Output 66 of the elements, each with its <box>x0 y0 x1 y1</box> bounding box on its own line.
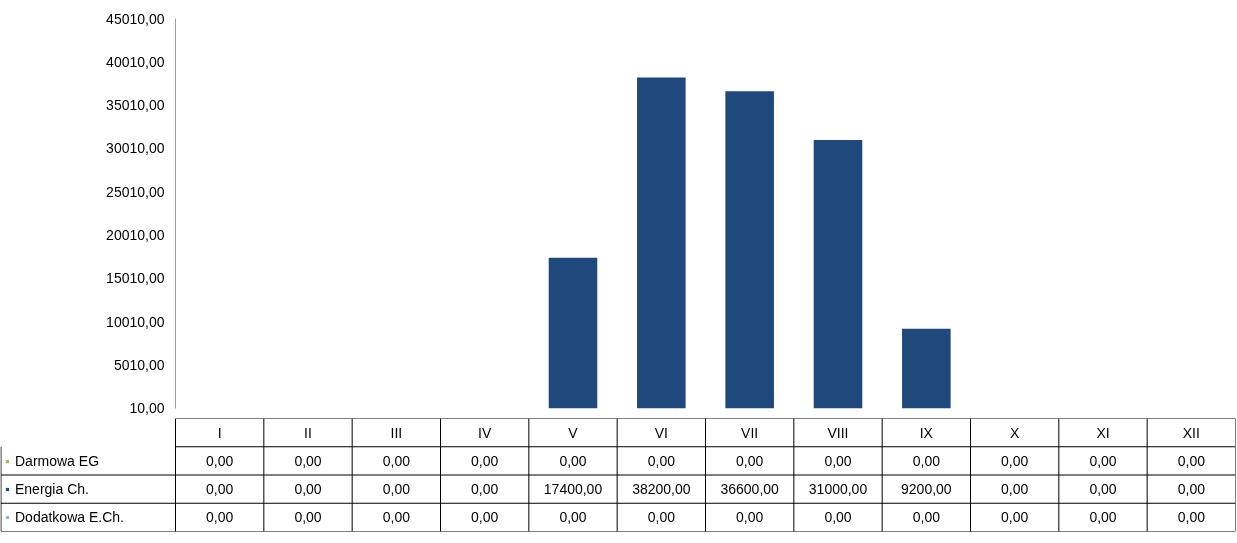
data-label: 38200,00 <box>632 481 691 498</box>
data-label: 0,00 <box>912 509 941 526</box>
data-label: 0,00 <box>647 452 676 469</box>
data-label: 0,00 <box>1177 481 1206 498</box>
data-label: 0,00 <box>824 509 852 526</box>
x-tick-label: IV <box>478 424 492 441</box>
data-label: 0,00 <box>912 452 941 469</box>
data-label: 9200,00 <box>901 481 952 498</box>
y-tick-label: 10010,00 <box>106 313 165 330</box>
y-tick-label: 20010,00 <box>106 227 165 244</box>
data-label: 0,00 <box>647 509 676 526</box>
data-label: 0,00 <box>1089 509 1117 526</box>
y-tick-label: 25010,00 <box>106 183 165 200</box>
x-tick-label: V <box>568 424 579 441</box>
bar <box>813 139 863 409</box>
x-tick-label: IX <box>919 424 934 441</box>
y-tick-label: 45010,00 <box>106 10 165 27</box>
x-tick-label: III <box>390 424 403 441</box>
data-label: 0,00 <box>1089 452 1117 469</box>
data-label: 0,00 <box>471 481 499 498</box>
data-label: 0,00 <box>559 452 587 469</box>
data-label: 0,00 <box>471 452 499 469</box>
data-label: 0,00 <box>294 452 322 469</box>
data-label: 36600,00 <box>720 481 780 498</box>
x-tick-label: VI <box>654 424 668 441</box>
data-label: 0,00 <box>206 452 234 469</box>
y-tick-label: 35010,00 <box>106 97 165 114</box>
data-label: 0,00 <box>1001 481 1029 498</box>
data-label: 0,00 <box>1177 509 1206 526</box>
x-tick-label: VIII <box>827 424 849 441</box>
bar <box>725 91 774 409</box>
x-tick-label: II <box>304 424 312 441</box>
y-tick-label: 30010,00 <box>106 140 165 157</box>
data-label: 0,00 <box>824 452 852 469</box>
data-label: 0,00 <box>206 481 234 498</box>
x-tick-label: VII <box>741 424 759 441</box>
data-label: 0,00 <box>1001 509 1029 526</box>
legend-label: Energia Ch. <box>15 479 89 499</box>
y-tick-label: 40010,00 <box>106 53 165 70</box>
data-label: 0,00 <box>294 509 322 526</box>
x-tick-label: XII <box>1182 424 1200 441</box>
data-label: 0,00 <box>382 452 411 469</box>
data-label: 0,00 <box>294 481 322 498</box>
data-label: 0,00 <box>382 509 411 526</box>
data-label: 0,00 <box>382 481 411 498</box>
data-label: 0,00 <box>471 509 499 526</box>
bar <box>548 257 598 409</box>
data-label: 0,00 <box>1177 452 1206 469</box>
legend-label: Darmowa EG <box>15 451 100 471</box>
data-label: 0,00 <box>559 509 587 526</box>
bar <box>902 328 951 409</box>
data-label: 0,00 <box>736 452 764 469</box>
data-label: 31000,00 <box>808 481 868 498</box>
x-tick-label: X <box>1010 424 1020 441</box>
data-label: 17400,00 <box>543 481 603 498</box>
x-tick-label: XI <box>1096 424 1110 441</box>
x-tick-label: I <box>217 424 222 441</box>
data-label: 0,00 <box>206 509 234 526</box>
legend-label: Dodatkowa E.Ch. <box>15 507 124 527</box>
y-tick-label: 15010,00 <box>106 270 165 287</box>
data-label: 0,00 <box>736 509 764 526</box>
y-tick-label: 5010,00 <box>113 357 165 374</box>
data-label: 0,00 <box>1089 481 1117 498</box>
y-tick-label: 10,00 <box>129 400 165 417</box>
data-label: 0,00 <box>1001 452 1029 469</box>
bar <box>637 77 686 409</box>
